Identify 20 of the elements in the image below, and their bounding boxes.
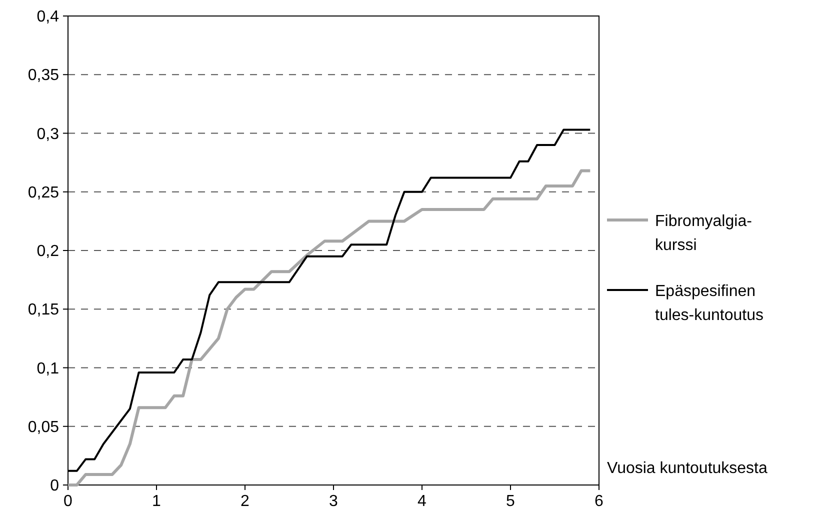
y-tick-label: 0,1 xyxy=(36,360,60,378)
y-tick-label: 0 xyxy=(50,478,60,495)
y-tick-label: 0,3 xyxy=(36,126,60,143)
x-tick-label: 5 xyxy=(506,493,516,510)
line-series xyxy=(66,169,592,486)
legend-label: Epäspesifinen tules-kuntoutus xyxy=(655,283,764,324)
y-tick-label: 0,05 xyxy=(28,418,60,436)
x-tick-label: 0 xyxy=(64,493,73,510)
y-tick-label: 0,15 xyxy=(28,302,60,319)
x-tick-label: 3 xyxy=(329,493,338,510)
legend-label: Fibromyalgia-kurssi xyxy=(655,213,752,254)
y-tick-label: 0,25 xyxy=(28,184,60,202)
x-tick-label: 1 xyxy=(152,493,162,510)
y-tick-label: 0,35 xyxy=(28,67,60,84)
x-tick-label: 4 xyxy=(418,493,427,510)
y-tick-label: 0,2 xyxy=(36,243,60,260)
y-tick-label: 0,4 xyxy=(36,8,60,26)
x-tick-label: 6 xyxy=(594,493,604,510)
x-tick-label: 2 xyxy=(240,493,250,510)
x-axis-title: Vuosia kuntoutuksesta xyxy=(607,460,768,477)
